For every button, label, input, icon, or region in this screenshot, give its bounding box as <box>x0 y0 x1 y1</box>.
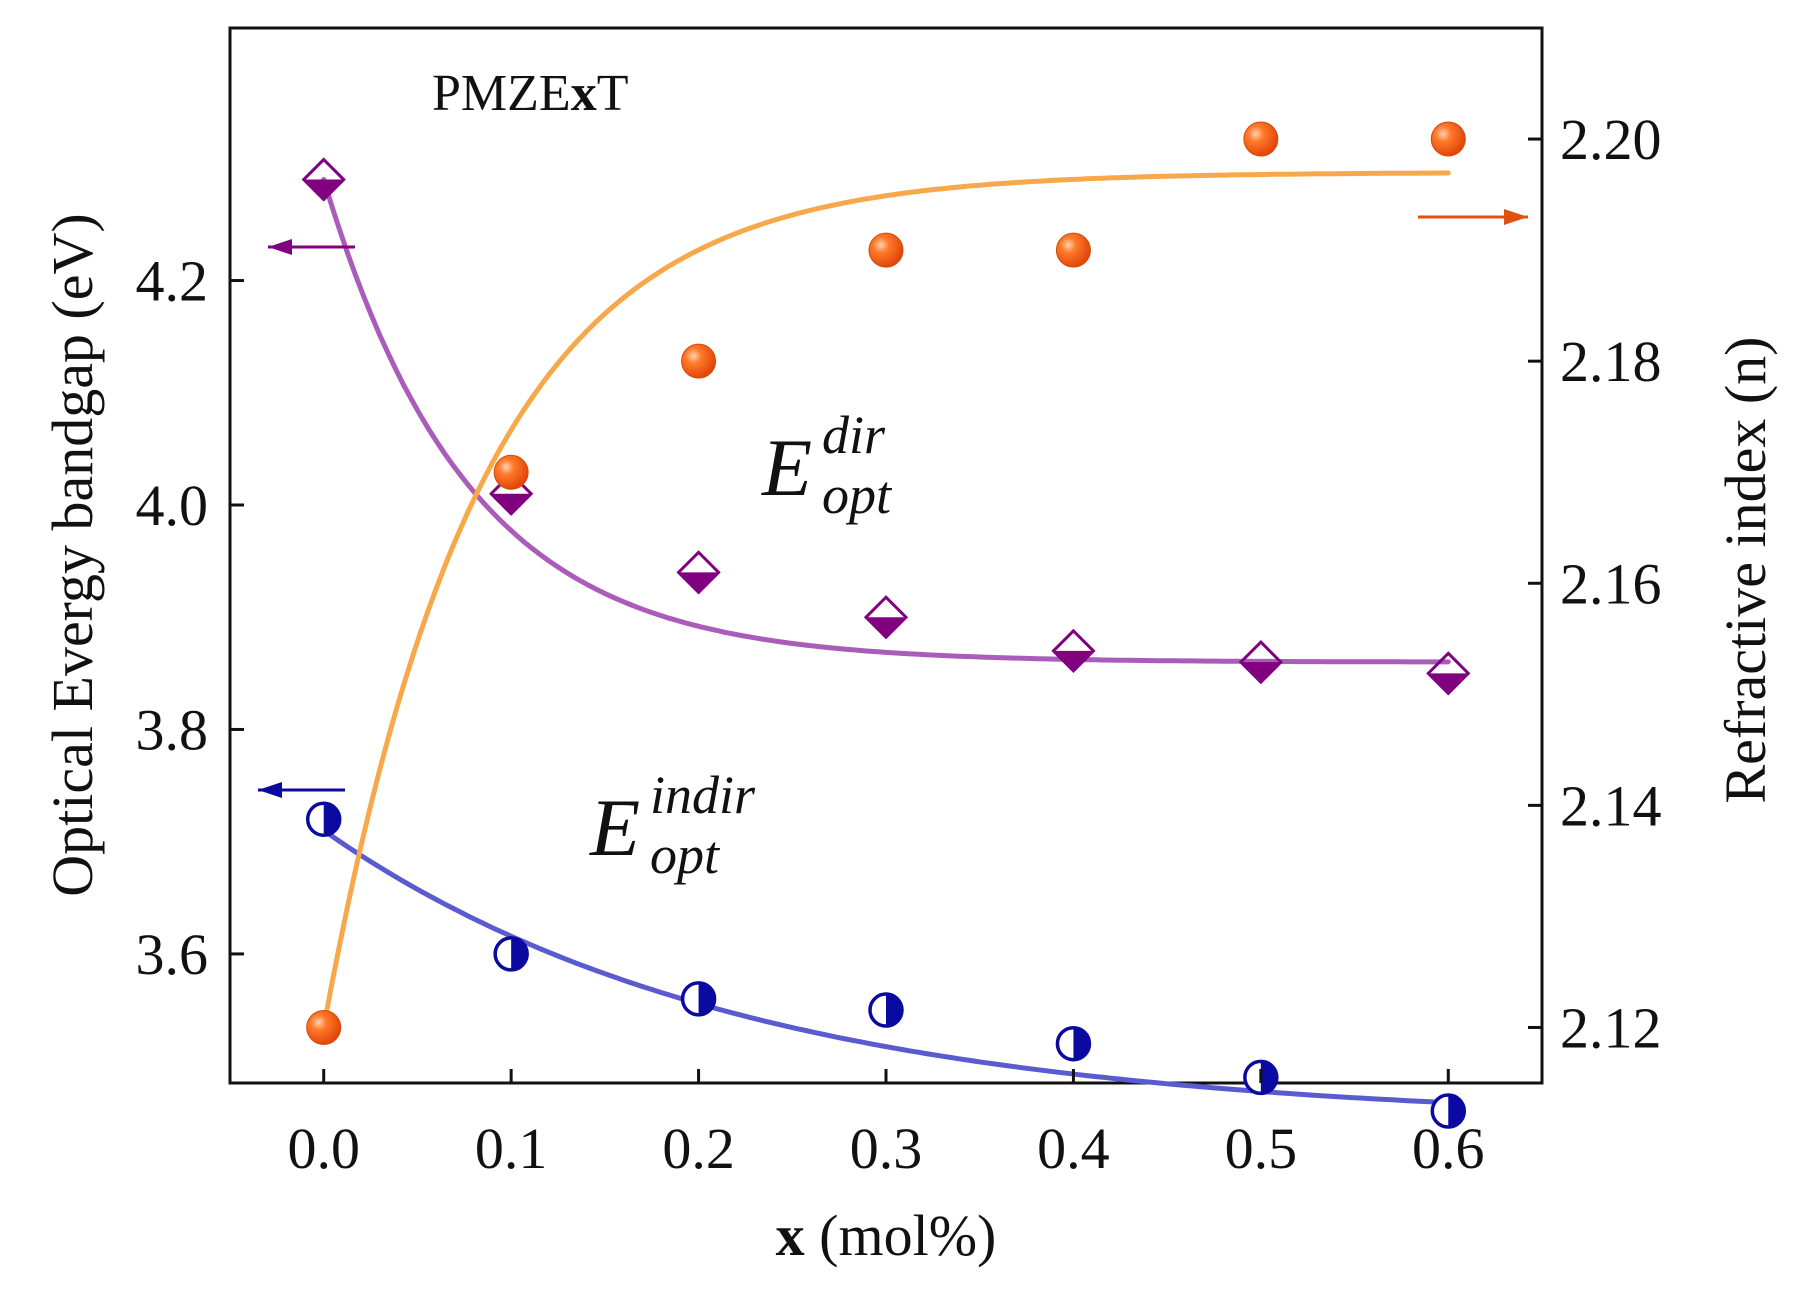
series-label-indirect-sup: indir <box>650 765 756 825</box>
axis-arrow-left <box>268 239 355 255</box>
axis-arrow-head <box>268 239 292 255</box>
marker-indirect-gap-outline <box>868 992 904 1028</box>
marker-direct-gap-lower <box>1428 673 1469 694</box>
series-label-direct-sup: dir <box>822 405 886 465</box>
series-label-indirect-main: E <box>589 782 640 873</box>
axis-arrow-head <box>1504 209 1528 225</box>
series-label-direct-sub: opt <box>822 465 893 525</box>
data-points <box>301 121 1471 1129</box>
marker-direct-gap-lower <box>1053 650 1094 671</box>
y-left-tick-label: 4.0 <box>136 473 209 538</box>
marker-direct-gap-lower <box>866 617 906 638</box>
marker-direct-gap-outline <box>863 595 909 640</box>
y-right-tick-label: 2.20 <box>1560 107 1662 172</box>
marker-indirect-gap <box>493 936 529 972</box>
axis-arrow-head <box>258 782 282 798</box>
marker-indirect-gap <box>1430 1093 1467 1129</box>
marker-indirect-gap-outline <box>493 936 529 972</box>
y-right-tick-label: 2.18 <box>1560 329 1662 394</box>
chart-title-prefix: PMZE <box>432 65 571 122</box>
y-left-tick-label: 4.2 <box>136 249 209 314</box>
marker-direct-gap <box>489 471 534 516</box>
marker-indirect-gap-outline <box>1055 1025 1092 1062</box>
marker-direct-gap <box>1238 640 1283 685</box>
marker-direct-gap <box>1426 651 1471 696</box>
x-axis-title-bold: x <box>776 1203 805 1268</box>
fit-curve-1 <box>321 828 1451 1106</box>
axis-arrow-left <box>258 782 345 798</box>
y-right-tick-label: 2.16 <box>1560 551 1662 616</box>
x-tick-label: 0.4 <box>1037 1116 1110 1181</box>
marker-indirect-gap-outline <box>1243 1059 1279 1096</box>
x-tick-label: 0.2 <box>662 1116 735 1181</box>
marker-direct-gap-lower <box>491 493 532 514</box>
y-left-tick-label: 3.8 <box>136 697 209 762</box>
marker-refractive-index <box>306 1009 342 1045</box>
marker-indirect-gap-outline <box>680 981 717 1017</box>
x-axis-title: x (mol%) <box>776 1203 997 1268</box>
marker-direct-gap <box>863 595 909 640</box>
marker-direct-gap-lower <box>303 179 344 200</box>
marker-refractive-index <box>1055 232 1091 268</box>
y-right-tick-label: 2.12 <box>1560 995 1662 1060</box>
fit-curve-2 <box>321 170 1451 1030</box>
y-axis-left-title: Optical Evergy bandgap (eV) <box>40 213 105 896</box>
marker-direct-gap-lower <box>1240 662 1281 683</box>
marker-indirect-gap <box>1055 1025 1092 1062</box>
x-axis-title-text: (mol%) <box>805 1203 997 1268</box>
x-tick-label: 0.5 <box>1225 1116 1298 1181</box>
x-tick-label: 0.1 <box>475 1116 548 1181</box>
marker-direct-gap <box>1051 628 1096 674</box>
marker-refractive-index <box>681 343 717 379</box>
chart-title-bold: x <box>571 65 597 122</box>
marker-direct-gap-outline <box>676 550 721 595</box>
fit-curve-0 <box>321 177 1451 665</box>
series-label-direct-main: E <box>761 422 812 513</box>
axis-arrows <box>258 209 1528 798</box>
marker-direct-gap <box>676 550 721 595</box>
marker-indirect-gap <box>680 981 717 1017</box>
marker-refractive-index <box>1243 121 1279 157</box>
axis-arrow-right <box>1418 209 1528 225</box>
x-tick-label: 0.0 <box>287 1116 360 1181</box>
chart-title-suffix: T <box>597 65 629 122</box>
series-label-indirect-sub: opt <box>650 825 721 885</box>
series-label-indirect: E indir opt <box>589 765 756 885</box>
chart-title: PMZExT <box>432 65 628 122</box>
marker-indirect-gap-outline <box>1430 1093 1467 1129</box>
marker-direct-gap-lower <box>678 572 719 593</box>
marker-refractive-index <box>493 454 529 490</box>
marker-indirect-gap-outline <box>305 801 342 837</box>
marker-direct-gap <box>301 157 346 202</box>
marker-direct-gap-outline <box>489 471 534 516</box>
plot-frame <box>228 26 1544 1085</box>
marker-direct-gap-outline <box>301 157 346 202</box>
marker-refractive-index <box>868 232 904 268</box>
y-left-tick-label: 3.6 <box>136 922 209 987</box>
x-tick-label: 0.3 <box>850 1116 923 1181</box>
marker-indirect-gap <box>305 801 342 837</box>
series-label-direct: E dir opt <box>761 405 893 525</box>
marker-direct-gap-outline <box>1426 651 1471 696</box>
marker-direct-gap-outline <box>1238 640 1283 685</box>
x-tick-label: 0.6 <box>1412 1116 1485 1181</box>
y-right-tick-label: 2.14 <box>1560 773 1662 838</box>
marker-direct-gap-outline <box>1051 628 1096 674</box>
marker-indirect-gap <box>868 992 904 1028</box>
marker-refractive-index <box>1430 121 1466 157</box>
y-axis-right-title: Refractive index (n) <box>1713 336 1778 803</box>
axis-ticks: 0.0 0.1 0.2 0.3 0.4 0.5 0.6 3.6 3.8 4.0 4.2 2.12 2.1… <box>136 107 1662 1181</box>
